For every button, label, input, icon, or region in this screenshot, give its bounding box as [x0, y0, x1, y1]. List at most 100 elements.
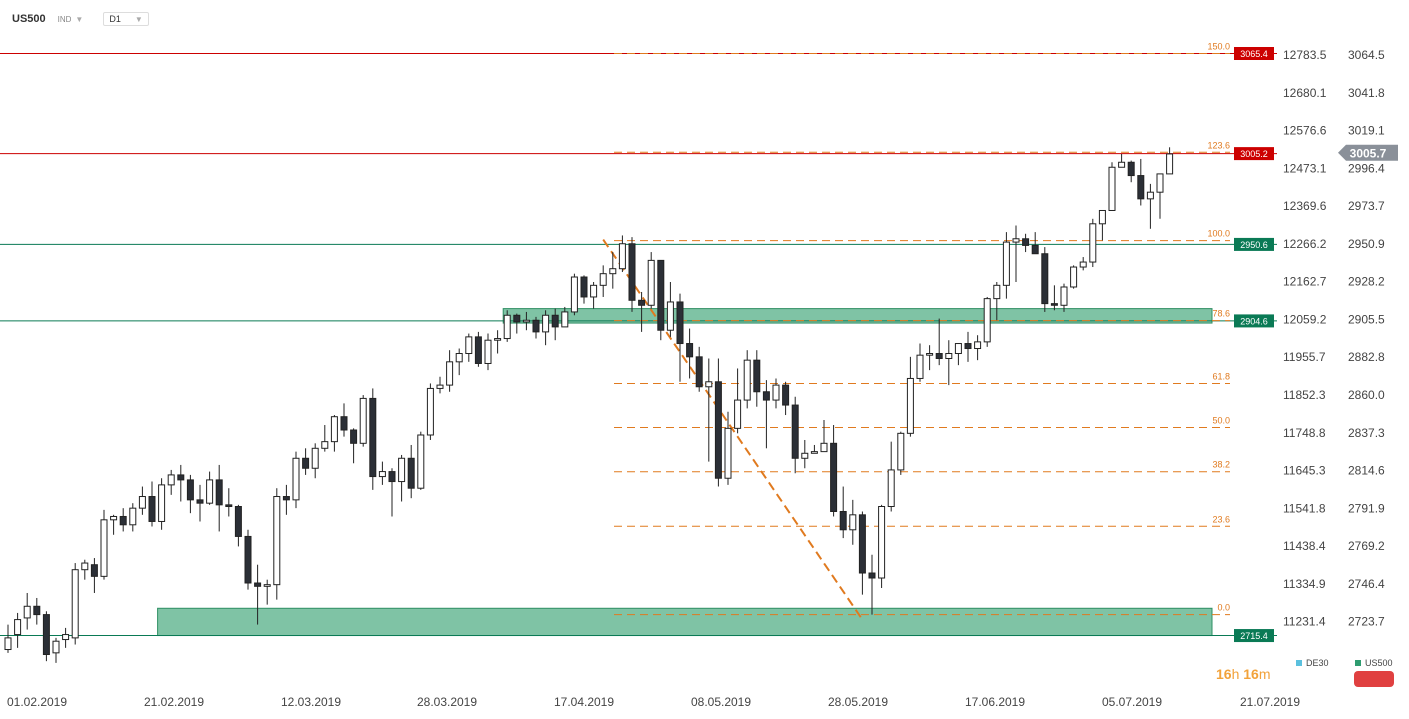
candle-body: [244, 535, 252, 584]
candle: [426, 383, 434, 440]
symbol-label[interactable]: US500: [12, 13, 46, 25]
candle: [570, 273, 578, 316]
candle: [321, 425, 329, 452]
candle: [398, 454, 406, 502]
candle-body: [666, 301, 674, 331]
trendline-layer: [602, 239, 864, 621]
candle: [638, 291, 646, 332]
current-price-tag: 3005.7: [1338, 144, 1398, 161]
candle: [1031, 232, 1039, 255]
candle-body: [426, 387, 434, 436]
candle-body: [551, 314, 559, 328]
candle-body: [148, 496, 156, 522]
price-tag-box: [1234, 47, 1274, 61]
candle-body: [935, 353, 943, 359]
candle-body: [388, 471, 396, 483]
candle-body: [561, 311, 569, 328]
candle: [724, 411, 732, 485]
candle: [551, 308, 559, 341]
chevron-down-icon[interactable]: ▼: [75, 14, 84, 24]
candle-body: [14, 619, 22, 636]
candle: [1012, 225, 1020, 282]
candle: [839, 486, 847, 539]
candle: [292, 451, 300, 509]
candle-body: [916, 354, 924, 379]
candle-body: [1146, 191, 1154, 200]
y-tick-label-secondary: 12369.6: [1283, 199, 1327, 213]
candle-body: [1079, 261, 1087, 268]
candle: [273, 488, 281, 600]
candle: [983, 296, 991, 347]
y-axis: 3064.5 12783.5 3041.8 12680.1 3019.1 12576.6 2…: [1283, 48, 1385, 629]
candle-body: [993, 284, 1001, 300]
y-tick-label-secondary: 12059.2: [1283, 312, 1327, 326]
timeframe-value: D1: [109, 14, 121, 24]
candle: [1137, 158, 1145, 206]
timeframe-select[interactable]: D1 ▼: [103, 12, 149, 26]
candle: [1022, 233, 1030, 253]
candle: [446, 350, 454, 392]
candle: [628, 237, 636, 312]
candle: [916, 343, 924, 382]
candle: [158, 478, 166, 530]
y-tick-label: 2723.7: [1348, 615, 1385, 629]
y-tick-label: 3041.8: [1348, 86, 1385, 100]
candle-body: [359, 397, 367, 444]
y-tick-label-secondary: 11645.3: [1283, 464, 1326, 478]
candle-body: [810, 451, 818, 454]
candle-body: [254, 582, 262, 587]
candle: [33, 597, 41, 625]
y-tick-label-secondary: 11541.8: [1283, 501, 1326, 515]
candle-body: [42, 614, 50, 656]
candle: [580, 275, 588, 304]
candle: [388, 468, 396, 517]
candle: [330, 415, 338, 452]
x-tick-label: 28.03.2019: [417, 695, 477, 709]
candle: [599, 265, 607, 297]
candle: [878, 504, 886, 588]
candle-body: [945, 353, 953, 359]
candle: [1060, 283, 1068, 312]
y-tick-label-secondary: 12576.6: [1283, 124, 1327, 138]
candle: [52, 637, 60, 663]
legend-item-de30[interactable]: DE30: [1296, 658, 1329, 668]
chevron-down-icon: ▼: [134, 14, 143, 24]
legend-swatch: [1355, 660, 1361, 666]
candle-body: [292, 457, 300, 501]
fib-label: 50.0: [1212, 416, 1230, 426]
candle: [868, 554, 876, 615]
candle-body: [100, 519, 108, 577]
candle: [110, 514, 118, 535]
candle-body: [417, 434, 425, 489]
candle: [302, 448, 310, 475]
candle: [186, 474, 194, 514]
price-tag: 2715.4: [1234, 629, 1274, 643]
candle: [503, 310, 511, 342]
x-tick-label: 28.05.2019: [828, 695, 888, 709]
candle: [167, 469, 175, 495]
candle: [753, 350, 761, 407]
candle-body: [878, 506, 886, 579]
y-tick-label-secondary: 11438.4: [1283, 539, 1326, 553]
candle: [954, 343, 962, 366]
candle-body: [484, 339, 492, 364]
candle-body: [772, 384, 780, 401]
candle: [762, 380, 770, 449]
market-label: IND: [57, 14, 72, 24]
legend-item-us500[interactable]: US500: [1355, 658, 1393, 668]
candle-body: [71, 569, 79, 639]
candle: [532, 316, 540, 339]
y-tick-label-secondary: 11852.3: [1283, 388, 1326, 402]
candle: [935, 318, 943, 366]
action-button[interactable]: [1354, 671, 1394, 687]
candle: [407, 444, 415, 499]
candle: [378, 461, 386, 485]
candle-body: [302, 457, 310, 469]
candle-body: [1118, 161, 1126, 168]
y-tick-label-secondary: 11748.8: [1283, 426, 1326, 440]
candle: [926, 345, 934, 371]
candle-body: [570, 276, 578, 313]
y-tick-label: 2905.5: [1348, 312, 1385, 326]
candle-body: [330, 416, 338, 443]
y-tick-label: 2882.8: [1348, 350, 1385, 364]
